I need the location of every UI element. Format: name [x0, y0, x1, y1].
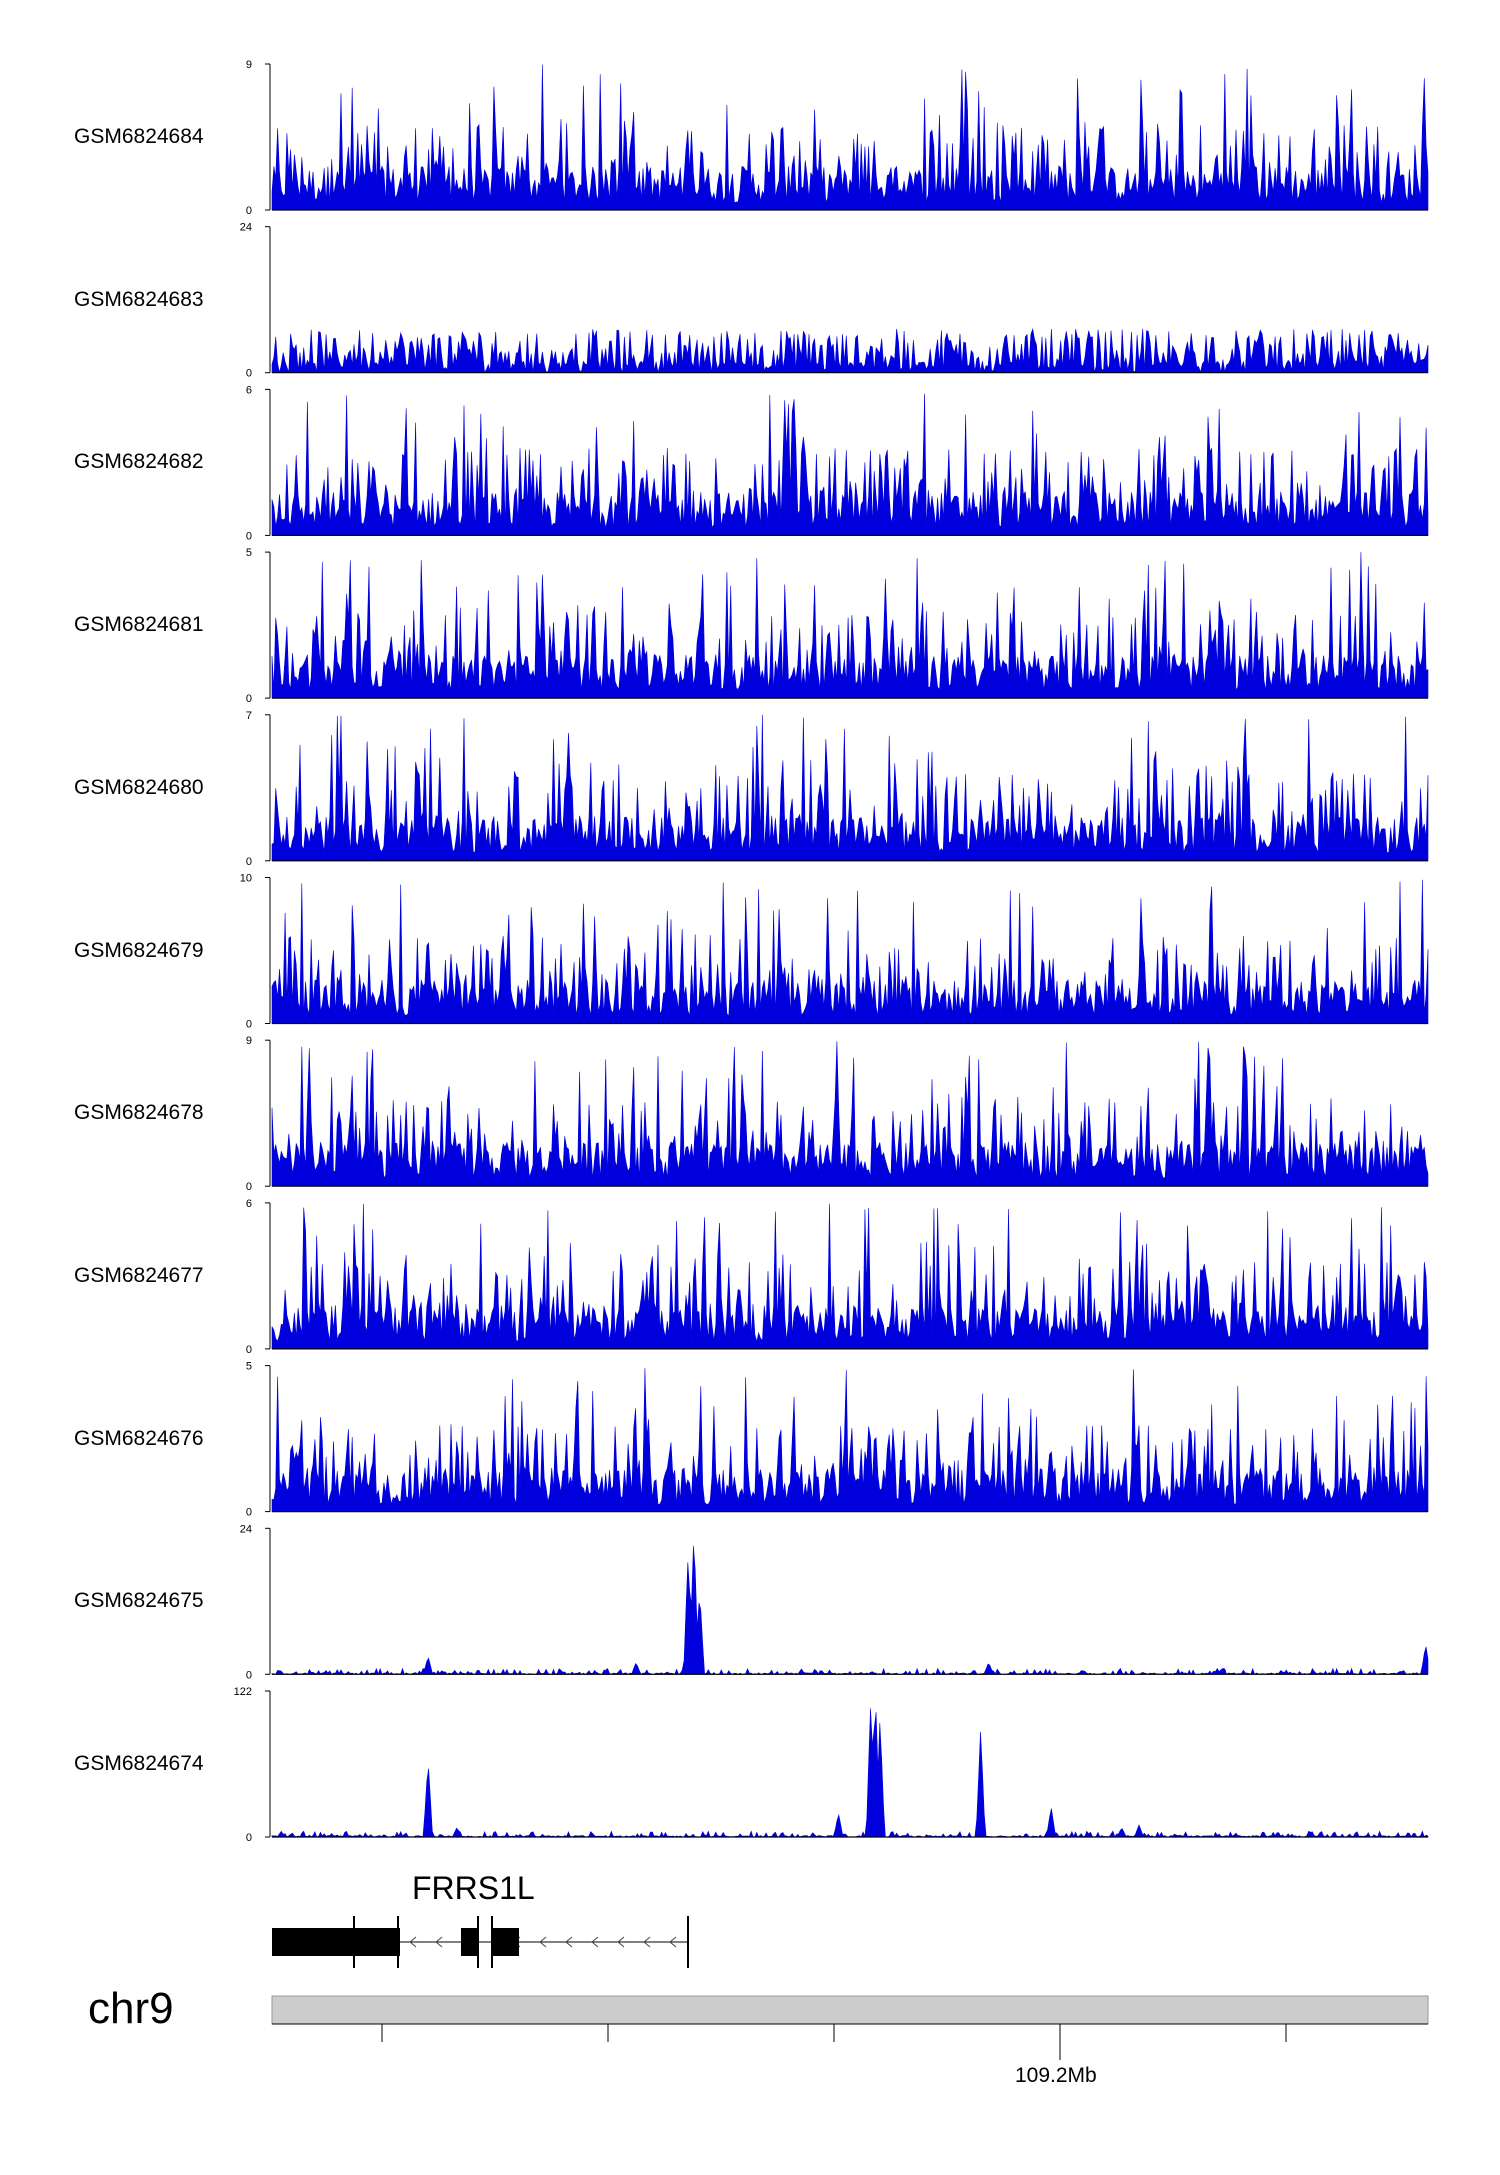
gene-exon-utr [272, 1928, 400, 1956]
y-tick-label-max: 9 [246, 1035, 252, 1047]
strand-arrow [669, 1936, 677, 1948]
signal-GSM6824683 [271, 328, 1429, 374]
track-label-GSM6824678: GSM6824678 [74, 1101, 204, 1125]
signal-GSM6824678 [271, 1041, 1429, 1187]
track-label-GSM6824674: GSM6824674 [74, 1752, 204, 1775]
signal-GSM6824680 [271, 714, 1429, 862]
track-label-GSM6824675: GSM6824675 [74, 1589, 204, 1613]
track-label-GSM6824676: GSM6824676 [74, 1426, 204, 1450]
y-tick-label-max: 6 [246, 1198, 252, 1210]
track-label-GSM6824681: GSM6824681 [74, 613, 204, 637]
chromosome-label: chr9 [88, 1984, 174, 2033]
y-tick-label-min: 0 [246, 1832, 252, 1844]
y-tick-label-min: 0 [246, 693, 252, 705]
y-tick-label-max: 9 [246, 59, 252, 71]
y-tick-label-min: 0 [246, 1019, 252, 1031]
signal-GSM6824679 [271, 879, 1429, 1024]
y-tick-label-min: 0 [246, 530, 252, 542]
y-tick-label-max: 7 [246, 710, 252, 722]
strand-arrow [409, 1936, 417, 1948]
y-tick-label-max: 24 [240, 1523, 252, 1535]
strand-arrow [435, 1936, 443, 1948]
track-label-GSM6824683: GSM6824683 [74, 287, 204, 311]
y-tick-label-max: 6 [246, 384, 252, 396]
gene-name-label: FRRS1L [412, 1870, 535, 1906]
track-label-GSM6824679: GSM6824679 [74, 938, 204, 962]
signal-GSM6824682 [271, 393, 1429, 536]
y-tick-label-min: 0 [246, 1344, 252, 1356]
y-tick-label-max: 122 [234, 1686, 252, 1698]
y-tick-label-min: 0 [246, 368, 252, 380]
y-tick-label-max: 10 [240, 873, 252, 885]
y-tick-label-min: 0 [246, 1507, 252, 1519]
strand-arrow [539, 1936, 547, 1948]
track-label-GSM6824684: GSM6824684 [74, 125, 204, 148]
signal-GSM6824674 [271, 1708, 1429, 1838]
y-tick-label-max: 5 [246, 1361, 252, 1373]
y-tick-label-max: 5 [246, 547, 252, 559]
signal-GSM6824677 [271, 1203, 1429, 1350]
chromosome-bar [271, 1995, 1429, 2025]
strand-arrow [591, 1936, 599, 1948]
signal-GSM6824681 [271, 552, 1429, 699]
signal-GSM6824675 [271, 1545, 1429, 1676]
y-tick-label-min: 0 [246, 1181, 252, 1193]
strand-arrow [617, 1936, 625, 1948]
track-label-GSM6824677: GSM6824677 [74, 1263, 204, 1287]
y-tick-label-min: 0 [246, 1669, 252, 1681]
signal-GSM6824676 [271, 1368, 1429, 1512]
signal-GSM6824684 [271, 64, 1429, 211]
y-tick-label-min: 0 [246, 205, 252, 217]
strand-arrow [565, 1936, 573, 1948]
y-tick-label-max: 24 [240, 222, 252, 234]
position-tick-label: 109.2Mb [1015, 2064, 1097, 2087]
track-label-GSM6824682: GSM6824682 [74, 450, 204, 474]
track-label-GSM6824680: GSM6824680 [74, 775, 204, 799]
gene-exon [461, 1928, 477, 1956]
strand-arrow [643, 1936, 651, 1948]
gene-exon [491, 1928, 519, 1956]
y-tick-label-min: 0 [246, 856, 252, 868]
